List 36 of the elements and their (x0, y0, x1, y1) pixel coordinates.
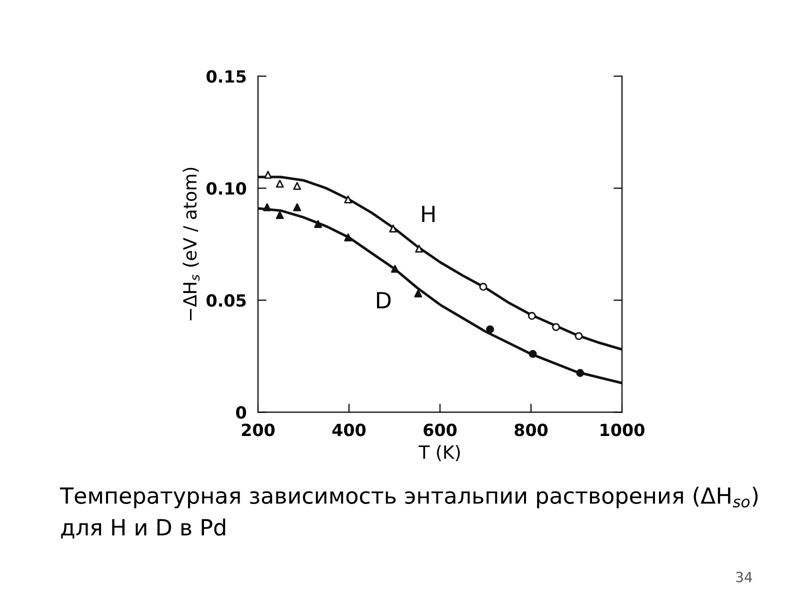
point (264, 170, 272, 179)
y-tick-label: 0 (236, 406, 246, 419)
point (486, 325, 494, 334)
point (293, 182, 302, 190)
x-axis-title: T (K) (418, 445, 460, 462)
series-label: H (422, 206, 435, 222)
point (344, 234, 352, 242)
x-tick-label: 400 (332, 424, 366, 436)
text: Температурная зависимость энтальпии растворения (ΔH$_{so}$) для H и D в Pd (60, 486, 758, 538)
point (576, 369, 584, 377)
point (391, 264, 399, 273)
y-tick-label: 0.15 (206, 70, 246, 83)
point (415, 244, 424, 253)
point (479, 282, 488, 291)
point (528, 312, 536, 320)
text: 34 (736, 572, 752, 582)
x-tick-label: 600 (424, 424, 457, 436)
point (574, 332, 583, 340)
point (344, 195, 352, 204)
y-axis-title: −ΔH$_{s}$ (eV / atom) (182, 168, 200, 320)
point (389, 224, 398, 232)
y-tick-label: 0.05 (206, 294, 246, 307)
x-tick-label: 200 (242, 424, 275, 436)
point (528, 350, 537, 358)
line-series (258, 207, 622, 384)
y-tick-label: 0.10 (206, 182, 246, 195)
point (263, 203, 272, 212)
series-label: D (377, 292, 391, 308)
x-tick-label: 800 (514, 424, 548, 436)
point (314, 220, 322, 228)
point (276, 211, 284, 220)
x-tick-label: 1000 (600, 424, 644, 436)
point (552, 323, 560, 332)
point (276, 180, 284, 188)
point (293, 203, 302, 212)
point (414, 290, 422, 298)
